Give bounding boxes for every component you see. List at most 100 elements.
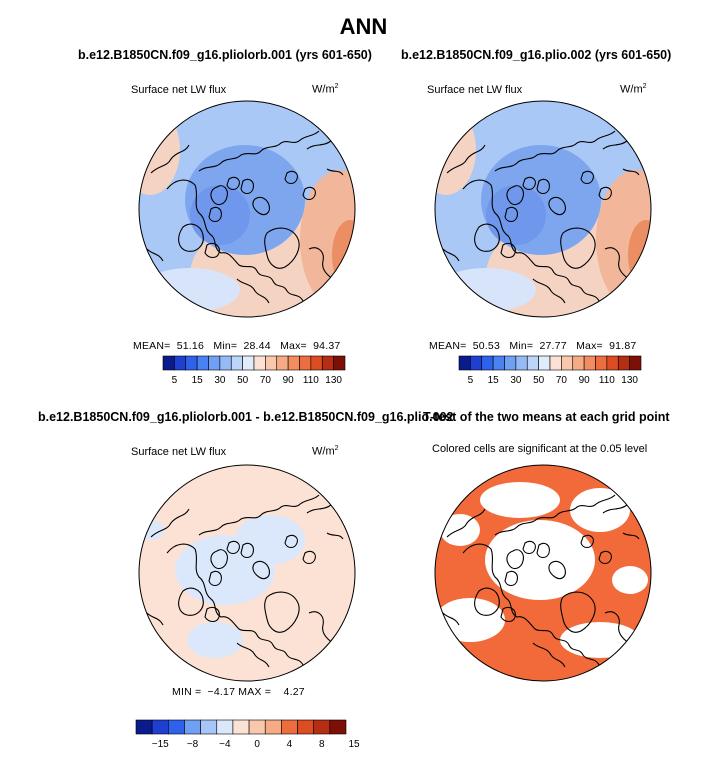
colorbar2-swatch bbox=[549, 355, 562, 371]
colorbar1-tick-label: 110 bbox=[303, 375, 319, 386]
colorbar1-swatch bbox=[208, 355, 221, 371]
colorbar2-swatch bbox=[572, 355, 585, 371]
colorbar2-swatch bbox=[583, 355, 596, 371]
colorbar2-tick-label: 110 bbox=[599, 375, 615, 386]
panel4-title: T-test of the two means at each grid poi… bbox=[423, 410, 670, 424]
panel1-east-strong bbox=[332, 220, 355, 290]
colorbar2-swatch bbox=[515, 355, 528, 371]
colorbar2-swatch bbox=[629, 355, 642, 371]
panel4-map bbox=[435, 465, 651, 681]
panel1-variable: Surface net LW flux bbox=[131, 84, 227, 96]
panel1-south-region bbox=[140, 268, 240, 312]
colorbar1-tick-label: 50 bbox=[237, 375, 249, 386]
colorbar1-swatch bbox=[276, 355, 289, 371]
panel2-west-region bbox=[435, 105, 476, 195]
colorbar3-swatch bbox=[216, 719, 234, 735]
panel3-frame bbox=[138, 464, 356, 682]
colorbar3-tick-label: −8 bbox=[187, 739, 199, 750]
colorbar1-tick-label: 130 bbox=[325, 375, 342, 386]
colorbar3-swatch bbox=[297, 719, 314, 735]
colorbar3-swatch bbox=[168, 719, 185, 735]
colorbar1-swatch bbox=[185, 355, 198, 371]
panel3-title: b.e12.B1850CN.f09_g16.pliolorb.001 - b.e… bbox=[38, 410, 454, 424]
panel1-units: W/m2 bbox=[312, 83, 339, 96]
panel4-nonsig-ne bbox=[570, 488, 630, 532]
panel2-variable: Surface net LW flux bbox=[427, 84, 523, 96]
panel1-map bbox=[139, 101, 355, 317]
panel1-west-region bbox=[139, 105, 180, 195]
colorbar1-swatch bbox=[219, 355, 232, 371]
figure-title: ANN bbox=[339, 14, 388, 39]
colorbar2-swatch bbox=[492, 355, 505, 371]
colorbar1-tick-label: 30 bbox=[214, 375, 226, 386]
colorbar2-swatch bbox=[526, 355, 539, 371]
panel2-title: b.e12.B1850CN.f09_g16.plio.002 (yrs 601-… bbox=[401, 48, 672, 62]
colorbar3-swatch bbox=[135, 719, 153, 735]
colorbar3-swatch bbox=[281, 719, 298, 735]
panel3-negative-north bbox=[235, 515, 305, 565]
panel3-negative-west bbox=[139, 520, 164, 540]
colorbar2-swatch bbox=[595, 355, 608, 371]
colorbar1-swatch bbox=[242, 355, 255, 371]
panel1-stats: MEAN= 51.16 Min= 28.44 Max= 94.37 bbox=[133, 340, 341, 352]
colorbar3-swatch bbox=[151, 719, 169, 735]
colorbar3-tick-label: 15 bbox=[349, 739, 361, 750]
colorbar2-swatch bbox=[481, 355, 494, 371]
colorbar1-swatch bbox=[174, 355, 187, 371]
colorbar3-tick-label: 4 bbox=[287, 739, 293, 750]
panel4-subtitle: Colored cells are significant at the 0.0… bbox=[432, 443, 648, 455]
panel2-east-strong bbox=[628, 220, 651, 290]
colorbar2-swatch bbox=[561, 355, 574, 371]
colorbar2-tick-label: 50 bbox=[533, 375, 545, 386]
colorbar1-swatch bbox=[253, 355, 266, 371]
colorbar2-swatch bbox=[617, 355, 630, 371]
colorbar3-swatch bbox=[313, 719, 331, 735]
panel3-variable: Surface net LW flux bbox=[131, 446, 227, 458]
colorbar2-swatch bbox=[606, 355, 619, 371]
colorbar3-tick-label: −15 bbox=[152, 739, 169, 750]
panel2-map bbox=[435, 101, 651, 317]
panel4-nonsig-east bbox=[612, 566, 648, 594]
panel2-frame bbox=[434, 100, 652, 318]
panel4-nonsig-west bbox=[440, 514, 480, 546]
colorbar2-tick-label: 70 bbox=[556, 375, 568, 386]
colorbar2-tick-label: 5 bbox=[468, 375, 474, 386]
colorbar2-tick-label: 90 bbox=[579, 375, 591, 386]
colorbar3-swatch bbox=[264, 719, 282, 735]
colorbar3-tick-label: −4 bbox=[219, 739, 231, 750]
colorbar1-tick-label: 70 bbox=[260, 375, 272, 386]
colorbar2-tick-label: 130 bbox=[621, 375, 638, 386]
colorbar1-tick-label: 15 bbox=[192, 375, 204, 386]
panel2-units: W/m2 bbox=[620, 83, 647, 96]
colorbar1-swatch bbox=[287, 355, 300, 371]
panel2-south-region bbox=[436, 268, 536, 312]
colorbar1-swatch bbox=[230, 355, 243, 371]
colorbar2-swatch bbox=[458, 355, 471, 371]
panel4-nonsig-sw bbox=[435, 598, 505, 642]
colorbar2-swatch bbox=[470, 355, 483, 371]
colorbar2-tick-label: 15 bbox=[488, 375, 500, 386]
panel1-frame bbox=[138, 100, 356, 318]
colorbar1-swatch bbox=[310, 355, 323, 371]
panel3-units: W/m2 bbox=[312, 445, 339, 458]
colorbar3-swatch bbox=[184, 719, 201, 735]
colorbar1-swatch bbox=[265, 355, 278, 371]
panel1-title: b.e12.B1850CN.f09_g16.pliolorb.001 (yrs … bbox=[78, 48, 372, 62]
panel3-negative-south bbox=[187, 622, 243, 658]
colorbar1-swatch bbox=[162, 355, 175, 371]
colorbar3-tick-label: 8 bbox=[319, 739, 325, 750]
panel4-nonsig-north bbox=[480, 482, 560, 518]
colorbar3-swatch bbox=[232, 719, 250, 735]
colorbar2-tick-label: 30 bbox=[510, 375, 522, 386]
colorbar2-swatch bbox=[538, 355, 551, 371]
colorbar1-swatch bbox=[321, 355, 334, 371]
panel2-arctic-deep bbox=[486, 185, 546, 245]
colorbar3-tick-label: 0 bbox=[254, 739, 260, 750]
colorbar1-tick-label: 5 bbox=[172, 375, 178, 386]
panel3-stats: MIN = −4.17 MAX = 4.27 bbox=[172, 686, 305, 698]
panel4-frame bbox=[434, 464, 652, 682]
colorbar1-swatch bbox=[196, 355, 209, 371]
colorbar1-swatch bbox=[299, 355, 312, 371]
panel1-arctic-deep bbox=[190, 185, 250, 245]
